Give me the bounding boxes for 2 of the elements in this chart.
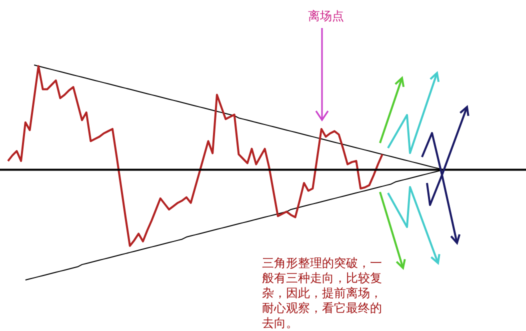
text: 离场点: [308, 8, 344, 25]
annotation: 三角形整理的突破，一般有三种走向，比较复杂，因此，提前离场，耐心观察，看它最终的去向。: [262, 256, 383, 331]
